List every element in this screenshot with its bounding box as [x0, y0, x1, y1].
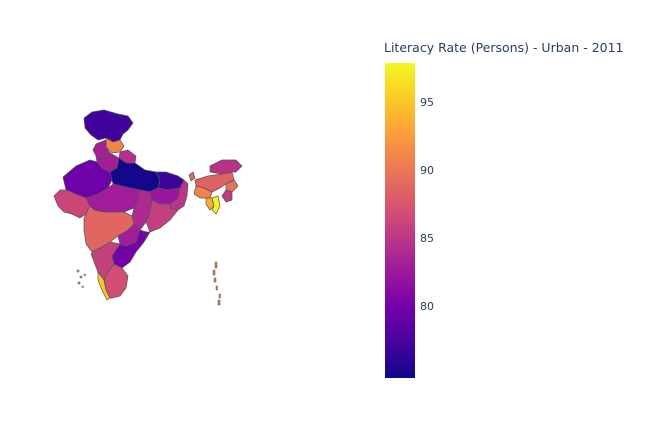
region-jk[interactable]: [83, 109, 134, 143]
colorbar-gradient: [385, 63, 415, 378]
region-tr[interactable]: [205, 197, 215, 211]
region-ar[interactable]: [209, 159, 243, 175]
region-mz[interactable]: [211, 195, 221, 215]
region-ld[interactable]: [76, 269, 86, 288]
region-nl[interactable]: [225, 179, 239, 193]
colorbar-tick-label: 90: [420, 163, 434, 177]
region-mn[interactable]: [221, 189, 233, 203]
colorbar-tick-label: 85: [420, 231, 434, 245]
region-an[interactable]: [212, 261, 221, 306]
region-tn[interactable]: [103, 263, 129, 299]
colorbar-tick-label: 80: [420, 300, 434, 314]
region-od[interactable]: [145, 199, 179, 233]
colorbar-title: Literacy Rate (Persons) - Urban - 2011: [384, 40, 624, 55]
region-sk[interactable]: [188, 171, 196, 182]
region-wb[interactable]: [169, 179, 189, 211]
india-choropleth-map[interactable]: [0, 0, 380, 447]
island-groups: [76, 261, 221, 306]
region-bh[interactable]: [155, 171, 185, 191]
colorbar-tick-label: 95: [420, 95, 434, 109]
